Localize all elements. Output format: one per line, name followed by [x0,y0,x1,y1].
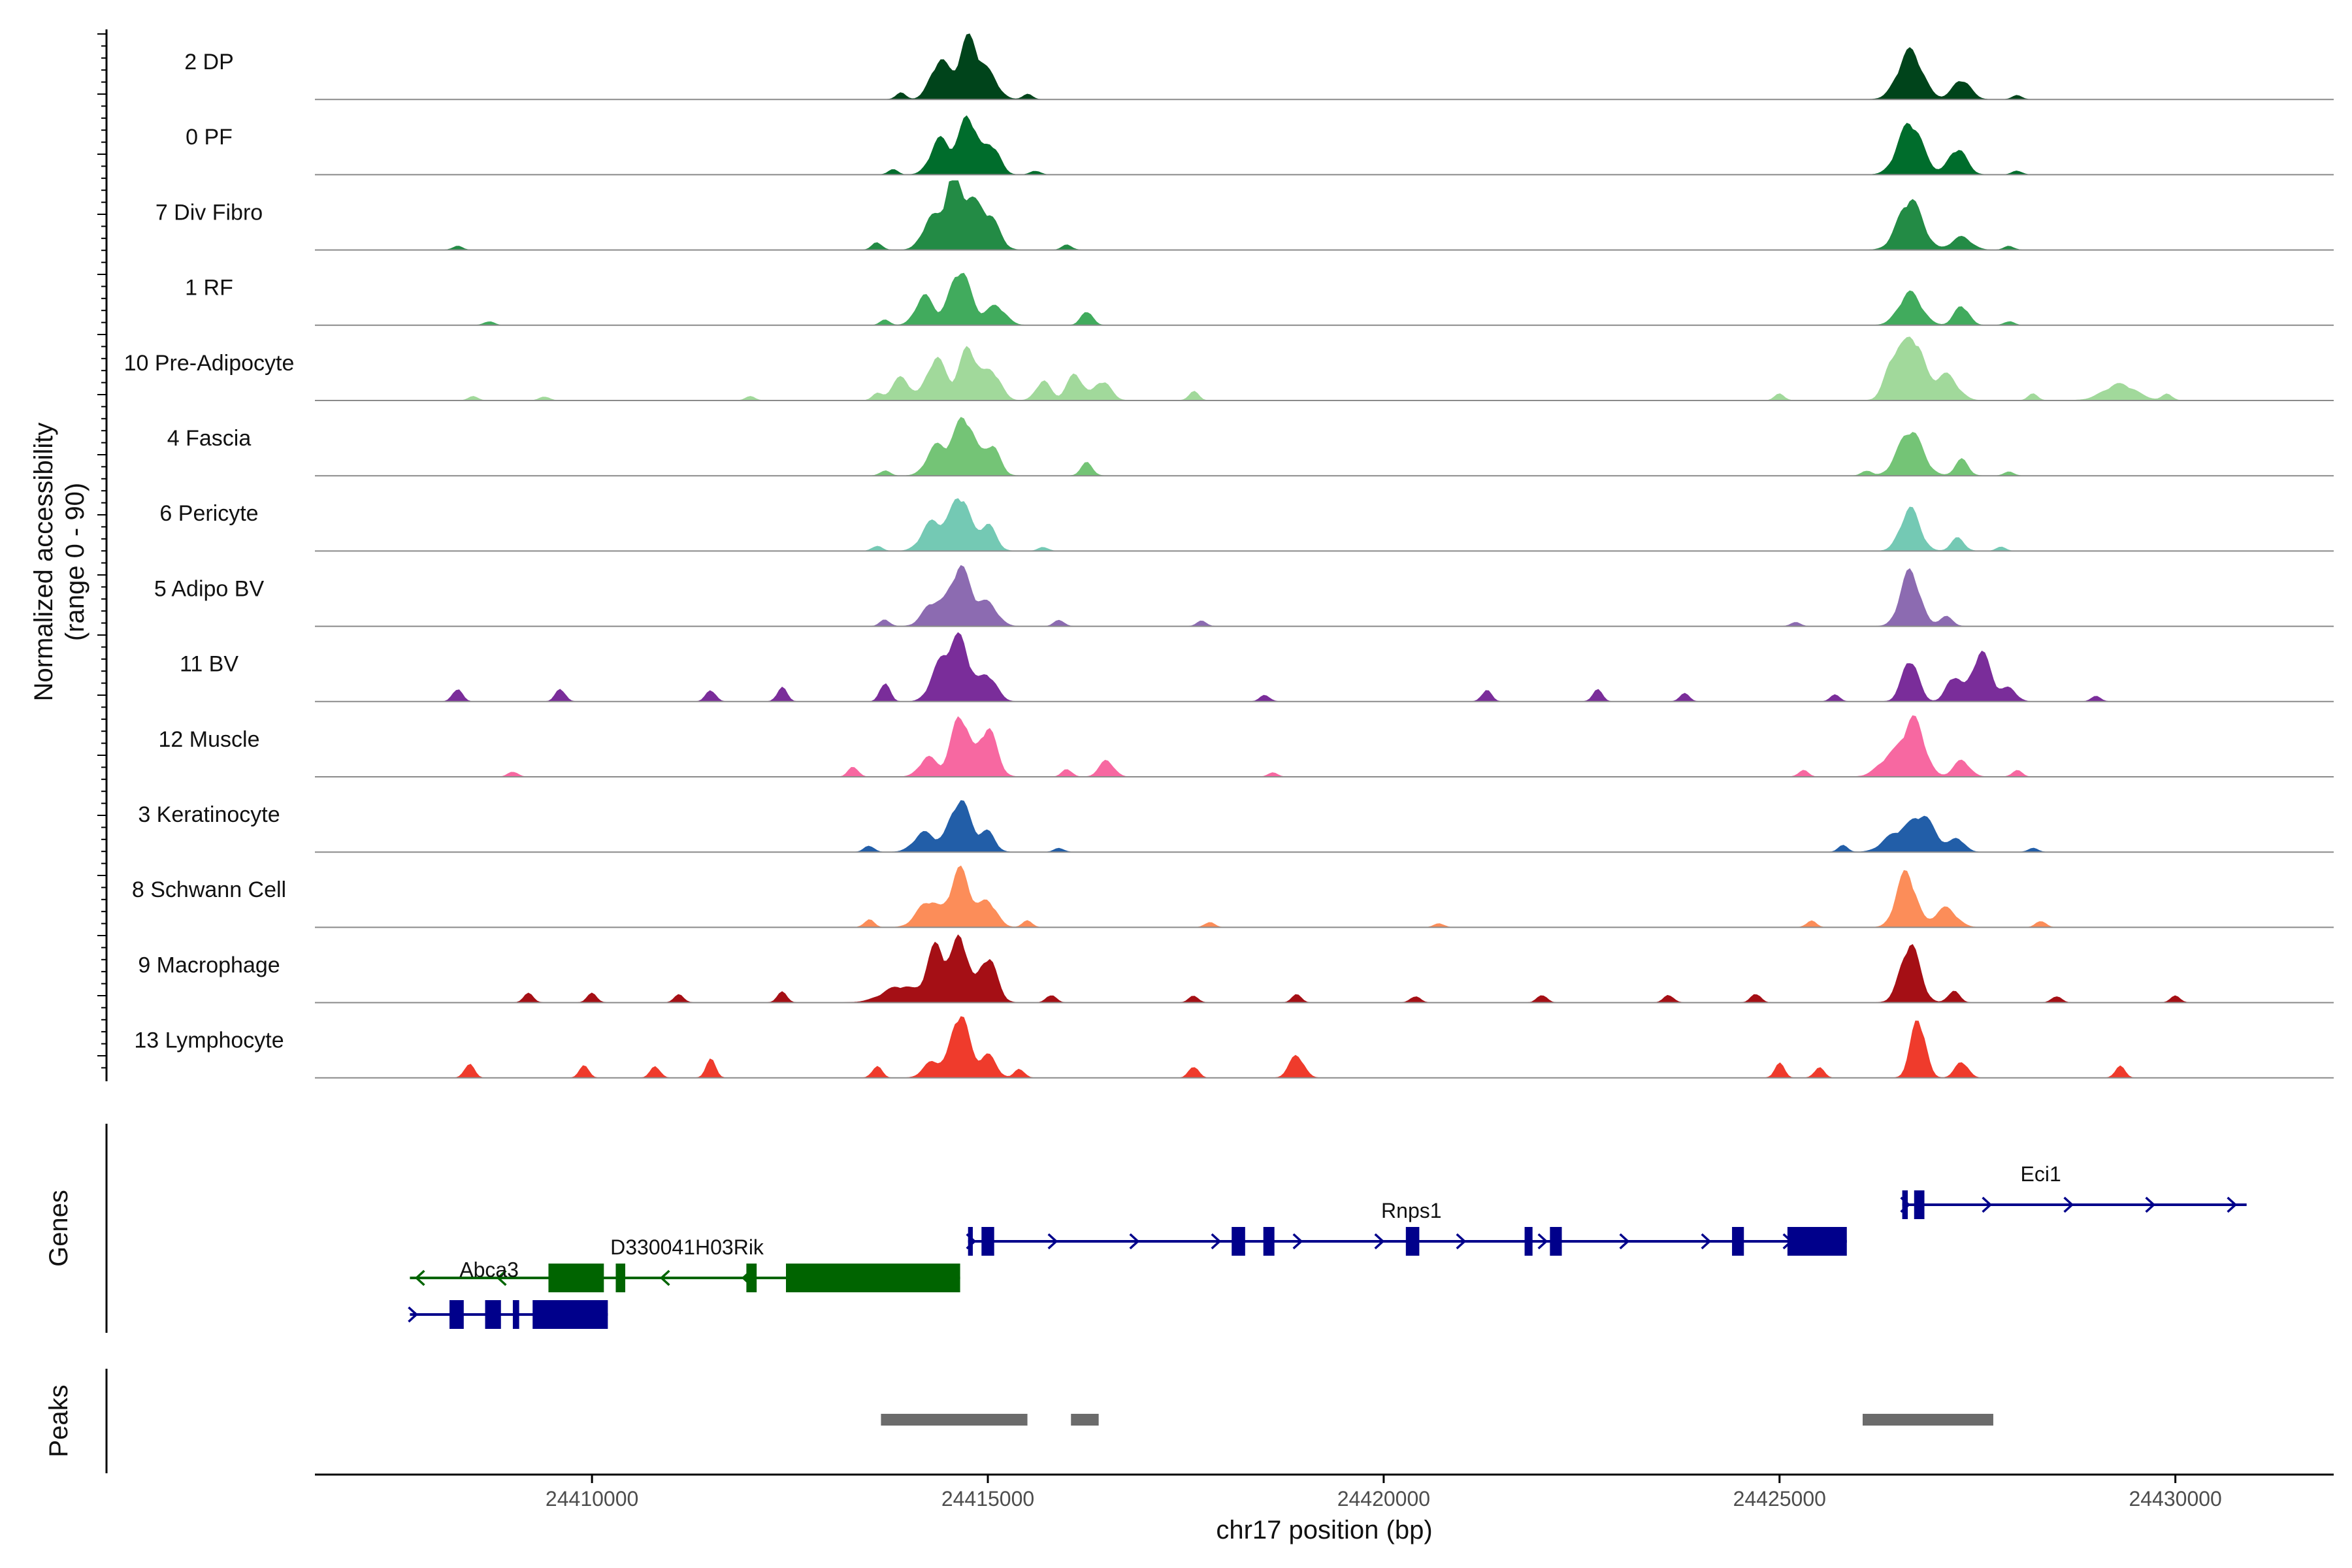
peak-bar [1071,1414,1099,1426]
track-1-rf: 1 RF [185,272,2334,326]
gene-exon [786,1264,960,1292]
track-2-dp: 2 DP [184,33,2334,101]
strand-arrow [1619,1233,1630,1250]
track-label: 0 PF [186,125,233,150]
track-9-macrophage: 9 Macrophage [138,934,2334,1004]
strand-arrow [1129,1233,1140,1250]
track-label: 2 DP [184,50,234,74]
peaks-track-title: Peaks [44,1384,73,1457]
gene-exon [548,1264,604,1292]
genes-track-title: Genes [44,1190,73,1267]
gene-label: Eci1 [2021,1162,2061,1186]
track-label: 8 Schwann Cell [132,877,286,902]
strand-arrow [659,1269,670,1286]
strand-arrow [1292,1233,1303,1250]
gene-exon [1787,1227,1847,1256]
x-tick-label: 24430000 [2129,1487,2221,1511]
gene-exon [615,1264,626,1292]
gene-exon [1732,1227,1744,1256]
track-3-keratinocyte: 3 Keratinocyte [138,800,2334,853]
track-label: 11 BV [180,652,238,677]
track-10-pre-adipocyte: 10 Pre-Adipocyte [124,336,2334,401]
gene-exon [449,1300,464,1329]
strand-arrow [1374,1233,1385,1250]
strand-arrow [1456,1233,1467,1250]
track-11-bv: 11 BV [180,632,2334,702]
gene-exon [1405,1227,1420,1256]
gene-rnps1: Rnps1 [966,1199,1847,1256]
track-4-fascia: 4 Fascia [167,417,2334,477]
gene-exon [512,1300,519,1329]
track-label: 10 Pre-Adipocyte [124,351,295,376]
track-label: 9 Macrophage [138,953,280,977]
x-tick-label: 24415000 [941,1487,1034,1511]
track-label: 5 Adipo BV [154,576,265,601]
track-label: 12 Muscle [159,727,260,752]
track-label: 13 Lymphocyte [134,1028,284,1053]
gene-exon [746,1264,757,1292]
x-tick-label: 24410000 [546,1487,638,1511]
strand-arrow [1211,1233,1222,1250]
gene-label: D330041H03Rik [610,1235,764,1259]
y-axis-title-line-2: (range 0 - 90) [61,483,90,641]
track-label: 3 Keratinocyte [138,802,280,827]
gene-exon [532,1300,608,1329]
gene-label: Rnps1 [1381,1199,1442,1222]
track-label: 1 RF [185,276,233,301]
gene-exon [1550,1227,1562,1256]
gene-exon [1263,1227,1275,1256]
track-0-pf: 0 PF [186,115,2334,176]
gene-exon [485,1300,501,1329]
strand-arrow [1537,1233,1548,1250]
track-5-adipo-bv: 5 Adipo BV [154,564,2334,627]
strand-arrow [1982,1196,1993,1213]
track-13-lymphocyte: 13 Lymphocyte [134,1016,2334,1079]
x-axis-title: chr17 position (bp) [1216,1516,1432,1544]
track-label: 6 Pericyte [159,501,258,526]
track-label: 4 Fascia [167,426,252,451]
gene-track: D330041H03Rik Abca3 Rnps1 Eci1 [408,1162,2247,1329]
x-tick-label: 24420000 [1337,1487,1430,1511]
strand-arrow [2145,1196,2156,1213]
strand-arrow [496,1269,507,1286]
gene-abca3: Abca3 [408,1258,608,1329]
y-axis-title: Normalized accessibility [29,423,58,702]
peak-bar [1863,1414,1993,1426]
strand-arrow [2063,1196,2074,1213]
track-label: 7 Div Fibro [155,200,263,225]
peak-bar [881,1414,1028,1426]
gene-exon [968,1227,973,1256]
track-7-div-fibro: 7 Div Fibro [155,180,2334,251]
x-axis-ticks: 24410000 24415000 24420000 24425000 24430000 [546,1475,2222,1511]
gene-eci1: Eci1 [1900,1162,2247,1219]
strand-arrow [408,1306,419,1323]
y-minor-ticks [97,33,106,1069]
gene-label: Abca3 [459,1258,519,1282]
strand-arrow [414,1269,425,1286]
strand-arrow [1047,1233,1058,1250]
track-6-pericyte: 6 Pericyte [159,498,2334,552]
coverage-tracks: 2 DP 0 PF 7 Div Fibro 1 RF 10 Pre-Adipocyte 4… [124,33,2334,1079]
strand-arrow [1701,1233,1712,1250]
peak-track [881,1414,1993,1426]
gene-d330041h03rik: D330041H03Rik [410,1235,960,1292]
gene-exon [981,1227,994,1256]
track-12-muscle: 12 Muscle [159,715,2334,777]
x-tick-label: 24425000 [1733,1487,1826,1511]
gene-exon [1232,1227,1245,1256]
gene-exon [1914,1190,1925,1219]
gene-exon [1524,1227,1533,1256]
strand-arrow [2227,1196,2238,1213]
gene-exon [1902,1190,1908,1219]
track-8-schwann-cell: 8 Schwann Cell [132,865,2334,928]
